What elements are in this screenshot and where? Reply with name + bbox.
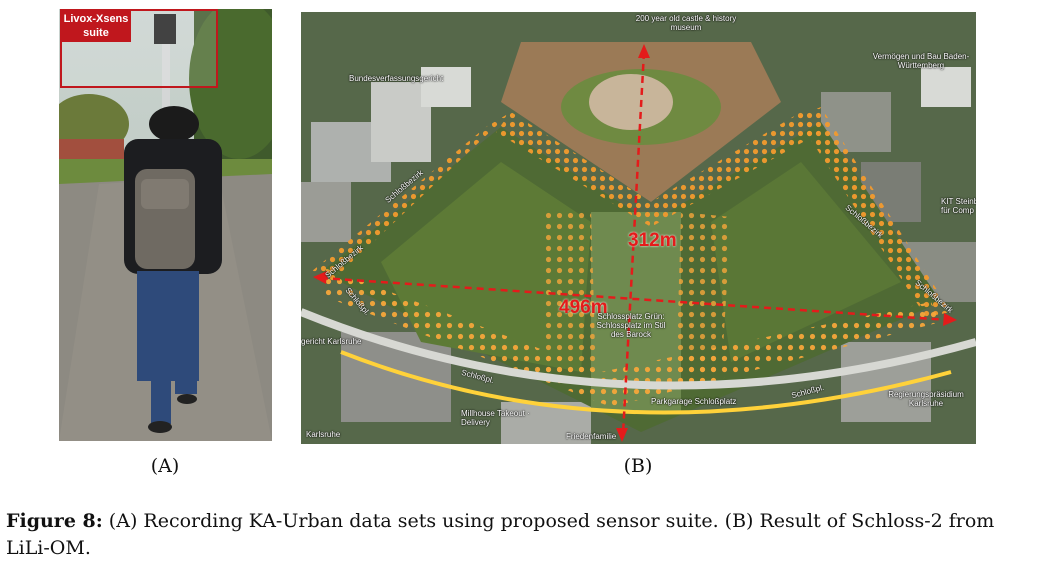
map-label-karlsruhe: Karlsruhe [306,430,341,439]
figure-caption: Figure 8: (A) Recording KA-Urban data se… [6,508,1036,562]
map-label-bverfg: Bundesverfassungsgericht [349,74,444,83]
map-label-regierung: Regierungspräsidium Karlsruhe [888,390,964,408]
map-label-vermoegen: Vermögen und Bau Baden-Württemberg [872,52,970,70]
map-label-millhouse: Millhouse Takeout · Delivery [461,409,530,427]
recording-photo [59,9,272,441]
map-label-schlossplatz: Schlossplatz Grün: Schlossplatz im Stil … [596,312,666,339]
photo-panel-a: Livox-Xsens suite [59,9,272,441]
subfigure-label-a: (A) [150,455,180,477]
trajectory-map [301,12,976,444]
photo-panel-b: 312m 496m 200 year old castle & history … [301,12,976,444]
caption-text: (A) Recording KA-Urban data sets using p… [6,510,995,559]
map-label-kit: KIT Steinb. für Comp [941,197,976,215]
suite-badge-line2: suite [83,27,109,39]
subfigure-label-b: (B) [623,455,653,477]
caption-prefix: Figure 8: [6,510,103,532]
map-label-gericht: gericht Karlsruhe [301,337,362,346]
measure-label-vertical: 312m [628,230,677,251]
map-label-parkgarage: Parkgarage Schloßplatz [651,397,737,406]
suite-badge-line1: Livox-Xsens [63,13,129,25]
measure-label-horizontal: 496m [559,297,608,318]
suite-badge: Livox-Xsens suite [61,11,131,42]
map-label-friedenfamilie: Friedenfamilie [566,432,617,441]
map-label-castle: 200 year old castle & history museum [635,14,737,32]
